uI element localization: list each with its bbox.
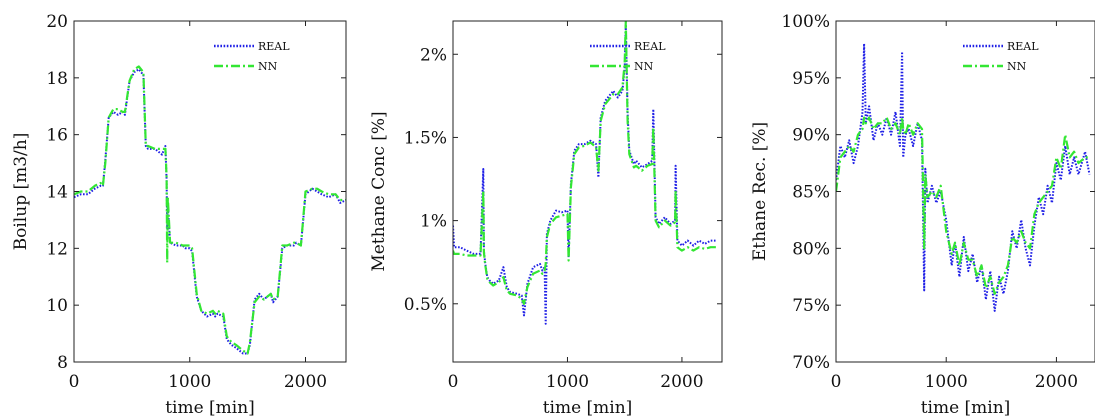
x-tick-label: 1000 bbox=[168, 372, 211, 392]
y-tick-label: 20 bbox=[46, 12, 68, 32]
x-axis-title: time [min] bbox=[165, 398, 255, 418]
y-tick-label: 14 bbox=[46, 183, 68, 203]
chart-boilup: 0 1000 2000 8 10 12 14 16 18 20 time [min] Boilup [… bbox=[11, 12, 347, 418]
chart-methane-conc: 0 1000 2000 0.5% 1% 1.5% 2% time [min] Methane C… bbox=[369, 20, 723, 418]
y-tick-label: 8 bbox=[57, 353, 68, 373]
series-line-real bbox=[836, 42, 1091, 312]
legend: REAL NN bbox=[963, 40, 1039, 73]
y-tick-label: 12 bbox=[46, 239, 68, 259]
legend-label-real: REAL bbox=[634, 40, 666, 53]
y-axis-title: Ethane Rec. [%] bbox=[750, 122, 770, 261]
x-tick-label: 2000 bbox=[1035, 372, 1078, 392]
series-line-nn bbox=[453, 21, 717, 305]
y-tick-label: 18 bbox=[46, 69, 68, 89]
legend-label-nn: NN bbox=[258, 60, 278, 73]
plot-area bbox=[74, 65, 346, 355]
x-tick-label: 1000 bbox=[925, 372, 968, 392]
y-tick-label: 10 bbox=[46, 296, 68, 316]
y-tick-label: 16 bbox=[46, 126, 68, 146]
x-tick-label: 0 bbox=[69, 372, 80, 392]
y-axis-title: Methane Conc [%] bbox=[369, 111, 389, 271]
legend-label-nn: NN bbox=[634, 60, 654, 73]
series-line-nn bbox=[836, 116, 1090, 295]
legend: REAL NN bbox=[214, 40, 290, 73]
series-line-nn bbox=[74, 65, 346, 355]
series-line-real bbox=[453, 23, 717, 325]
plot-area bbox=[453, 21, 717, 325]
y-axis-title: Boilup [m3/h] bbox=[11, 133, 31, 251]
y-tick-label: 90% bbox=[792, 126, 830, 146]
x-tick-label: 0 bbox=[831, 372, 842, 392]
axes-frame bbox=[835, 20, 1095, 363]
series-line-real bbox=[74, 68, 346, 355]
x-axis-title: time [min] bbox=[921, 398, 1011, 418]
legend-label-real: REAL bbox=[1007, 40, 1039, 53]
y-tick-label: 2% bbox=[420, 45, 447, 65]
y-tick-label: 95% bbox=[792, 69, 830, 89]
legend-label-nn: NN bbox=[1007, 60, 1027, 73]
chart-ethane-rec: 0 1000 2000 70% 75% 80% 85% 90% 95% 100% time [min… bbox=[750, 12, 1095, 418]
axes-frame bbox=[452, 20, 723, 363]
y-tick-label: 0.5% bbox=[404, 295, 447, 315]
legend-label-real: REAL bbox=[258, 40, 290, 53]
y-tick-label: 70% bbox=[792, 353, 830, 373]
y-tick-label: 100% bbox=[781, 12, 830, 32]
y-tick-label: 75% bbox=[792, 296, 830, 316]
x-tick-label: 2000 bbox=[660, 372, 703, 392]
x-tick-label: 2000 bbox=[284, 372, 327, 392]
y-tick-label: 80% bbox=[792, 239, 830, 259]
x-tick-label: 1000 bbox=[546, 372, 589, 392]
y-tick-label: 1.5% bbox=[404, 128, 447, 148]
y-tick-label: 1% bbox=[420, 212, 447, 232]
legend: REAL NN bbox=[590, 40, 666, 73]
y-tick-label: 85% bbox=[792, 183, 830, 203]
x-axis-title: time [min] bbox=[543, 398, 633, 418]
plot-area bbox=[836, 42, 1091, 312]
x-tick-label: 0 bbox=[448, 372, 459, 392]
